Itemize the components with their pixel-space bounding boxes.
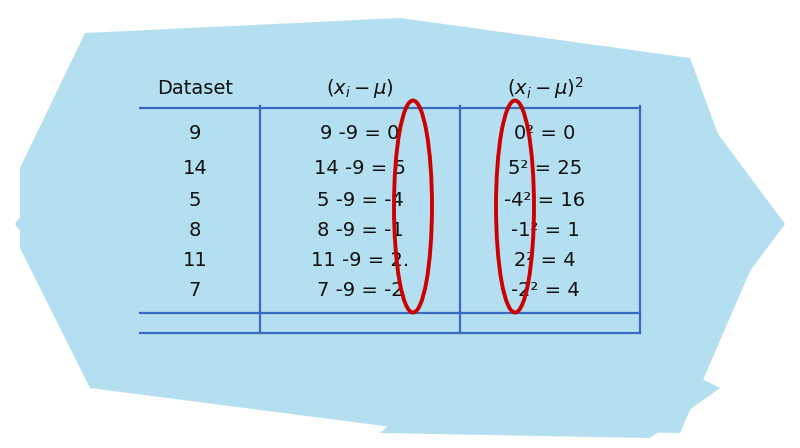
- Text: 14 -9 = 5: 14 -9 = 5: [314, 159, 406, 177]
- Text: -4² = 16: -4² = 16: [505, 190, 586, 210]
- Text: 7: 7: [189, 280, 201, 300]
- Text: 2² = 4: 2² = 4: [514, 250, 576, 270]
- Text: $(x_i - \mu)^2$: $(x_i - \mu)^2$: [506, 75, 583, 101]
- Text: 8: 8: [189, 220, 201, 240]
- Text: 5² = 25: 5² = 25: [508, 159, 582, 177]
- Text: 14: 14: [182, 159, 207, 177]
- Text: Dataset: Dataset: [157, 78, 233, 98]
- Polygon shape: [20, 18, 760, 433]
- Text: 11: 11: [182, 250, 207, 270]
- Text: 8 -9 = -1: 8 -9 = -1: [317, 220, 403, 240]
- Text: 9: 9: [189, 124, 201, 142]
- Text: -1² = 1: -1² = 1: [510, 220, 579, 240]
- Polygon shape: [15, 130, 85, 318]
- Text: $(x_i - \mu)$: $(x_i - \mu)$: [326, 77, 394, 99]
- Text: 5 -9 = -4: 5 -9 = -4: [317, 190, 403, 210]
- Text: 11 -9 = 2.: 11 -9 = 2.: [311, 250, 409, 270]
- Text: 9 -9 = 0: 9 -9 = 0: [320, 124, 400, 142]
- Text: 5: 5: [189, 190, 202, 210]
- Polygon shape: [380, 368, 720, 438]
- Text: 0² = 0: 0² = 0: [514, 124, 576, 142]
- Text: 7 -9 = -2: 7 -9 = -2: [317, 280, 403, 300]
- Text: -2² = 4: -2² = 4: [510, 280, 579, 300]
- Polygon shape: [715, 130, 785, 318]
